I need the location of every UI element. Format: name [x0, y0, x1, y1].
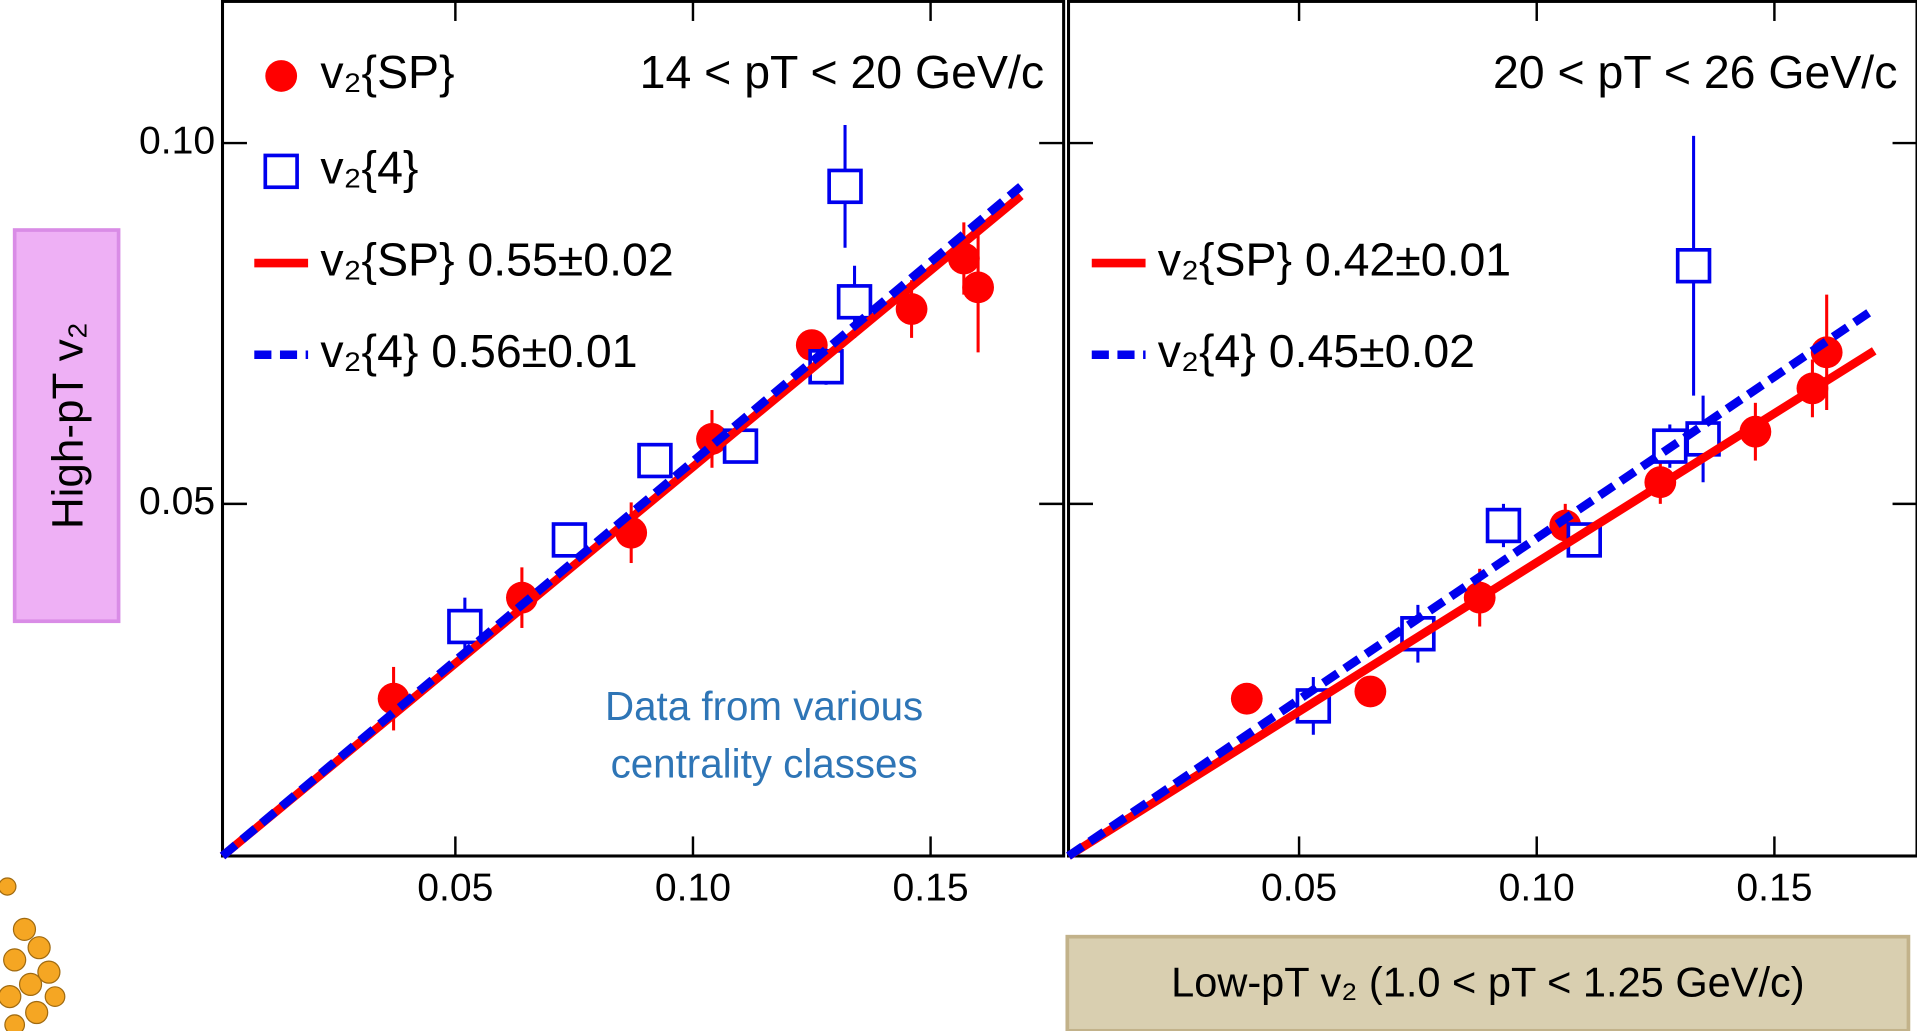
fit-line [1066, 347, 1877, 860]
legend-label: v₂{4} 0.56±0.01 [320, 325, 637, 377]
x-tick-label: 0.15 [1736, 867, 1812, 910]
data-point [1485, 507, 1522, 544]
legend-label: v₂{SP} 0.55±0.02 [320, 233, 673, 285]
region-label: 20 < pT < 26 GeV/c [1493, 46, 1897, 98]
y-tick-label: 0.10 [139, 119, 215, 162]
y-tick-label: 0.05 [139, 480, 215, 523]
data-point [637, 442, 673, 479]
x-tick-label: 0.15 [893, 867, 969, 910]
x-tick-label: 0.10 [1499, 867, 1575, 910]
data-point [447, 608, 483, 645]
data-point [962, 271, 994, 304]
legend-marker [263, 153, 299, 190]
annotation: centrality classes [611, 740, 918, 786]
x-tick-label: 0.10 [655, 867, 731, 910]
region-label: 14 < pT < 20 GeV/c [640, 46, 1044, 98]
annotation: Data from various [605, 683, 923, 729]
data-point [722, 428, 759, 464]
fit-line [219, 183, 1024, 860]
x-axis-label: Low-pT v₂ (1.0 < pT < 1.25 GeV/c) [1171, 959, 1804, 1006]
data-point [1675, 248, 1712, 284]
y-axis-label: High-pT v₂ [44, 322, 93, 529]
legend-label: v₂{SP} [320, 46, 454, 98]
data-point [1230, 682, 1263, 715]
plot-frame [220, 0, 1066, 858]
data-point [1354, 675, 1387, 708]
legend-marker [265, 60, 298, 92]
data-point [895, 293, 928, 325]
decoration [0, 877, 66, 1031]
plot-frame [1067, 0, 1917, 858]
x-tick-label: 0.05 [417, 867, 493, 910]
x-axis-label-box [1065, 934, 1911, 1031]
x-tick-label: 0.05 [1261, 867, 1337, 910]
y-axis-label-box [12, 228, 121, 624]
fit-line [1066, 305, 1877, 860]
legend-label: v₂{SP} 0.42±0.01 [1158, 233, 1511, 285]
legend-label: v₂{4} [320, 142, 418, 194]
data-point [836, 284, 873, 320]
data-point [551, 522, 588, 558]
data-point [827, 168, 863, 205]
legend-label: v₂{4} 0.45±0.02 [1158, 325, 1475, 377]
